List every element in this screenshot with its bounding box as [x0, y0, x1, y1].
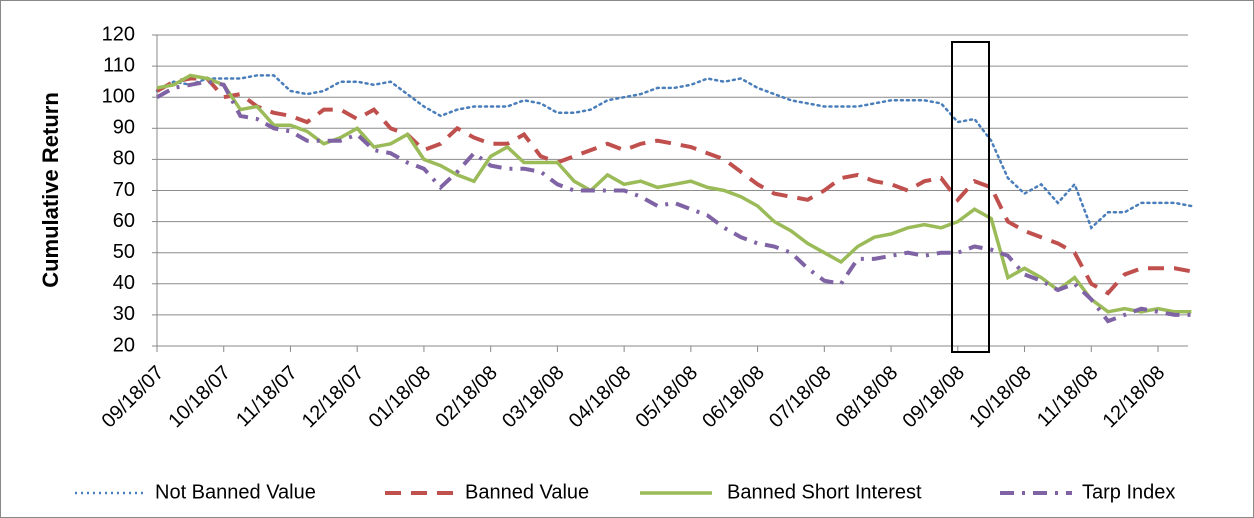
y-tick-label: 110	[103, 54, 135, 76]
highlight-box	[951, 41, 990, 353]
y-tick-label: 40	[113, 272, 135, 294]
y-tick-label: 50	[113, 241, 135, 263]
y-tick-label: 20	[113, 334, 135, 356]
legend-label: Banned Value	[465, 481, 589, 503]
y-tick-label: 80	[113, 148, 135, 170]
series-line	[155, 74, 1193, 230]
legend-label: Tarp Index	[1082, 481, 1175, 503]
y-tick-label: 120	[102, 23, 135, 45]
legend-label: Banned Short Interest	[727, 481, 922, 503]
series-line	[156, 79, 1192, 324]
y-tick-label: 60	[113, 210, 135, 232]
series-line	[156, 76, 1192, 296]
y-tick-label: 100	[102, 85, 135, 107]
y-tick-label: 70	[113, 179, 135, 201]
y-axis-label: Cumulative Return	[38, 92, 63, 288]
y-tick-label: 30	[113, 303, 135, 325]
legend-label: Not Banned Value	[155, 481, 316, 503]
y-tick-label: 90	[113, 117, 135, 139]
